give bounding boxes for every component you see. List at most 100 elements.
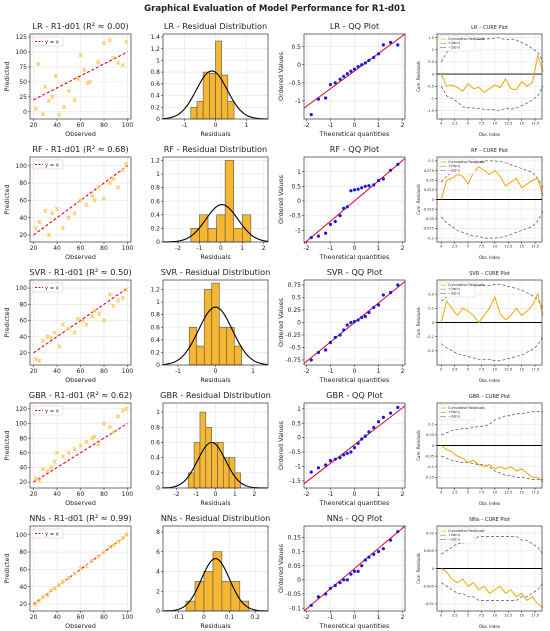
x-tick-label: 0 xyxy=(440,491,443,495)
qq-point xyxy=(376,549,381,554)
scatter-point xyxy=(57,582,62,588)
y-axis-label: Ordered Values xyxy=(277,543,285,593)
histogram-bar xyxy=(190,106,198,120)
histogram-bar xyxy=(203,289,213,366)
y-tick-label: 0 xyxy=(297,435,301,442)
scatter-point xyxy=(84,202,89,207)
y-axis-label: Predicted xyxy=(3,185,11,215)
y-axis-label: Predicted xyxy=(3,62,11,92)
y-tick-label: 20 xyxy=(19,601,27,608)
scatter-point xyxy=(57,344,62,349)
scatter-point xyxy=(72,97,77,102)
x-axis-label: Observed xyxy=(65,253,96,261)
qq-point xyxy=(309,236,313,240)
y-tick-label: 1.5 xyxy=(428,36,434,40)
legend: Cumulative Residuals+2σ(n)−2σ(n) xyxy=(438,404,485,421)
qq-point xyxy=(367,430,371,434)
svr-histogram-panel: -1 0 1 0 0.2 0.4 0.6 0.8 1 1.2 SVR - Residual Dist… xyxy=(137,262,274,385)
y-tick-label: -0.5 xyxy=(289,449,301,456)
y-tick-label: 0 xyxy=(23,109,27,116)
qq-point xyxy=(372,552,376,556)
scatter-point xyxy=(85,80,90,86)
y-tick-label: 40 xyxy=(19,584,27,591)
x-tick-label: 2 xyxy=(401,122,405,129)
scatter-chart: y = x 20 40 60 80 100 20 40 60 80 100 RF - R1-d01 (… xyxy=(3,144,134,261)
x-axis-label: Observed xyxy=(65,499,96,507)
x-tick-label: 7.5 xyxy=(479,491,485,495)
qq-point xyxy=(324,348,328,352)
scatter-point xyxy=(120,63,125,68)
x-tick-label: 17.5 xyxy=(531,368,539,372)
y-tick-label: -0.01 xyxy=(425,602,434,606)
y-tick-label: 20 xyxy=(19,232,27,239)
histogram-chart: -1 0 1 0 0.2 0.4 0.6 0.8 1 1.2 SVR - Residual Dist… xyxy=(150,267,270,384)
qq-point xyxy=(388,411,393,415)
histogram-bar xyxy=(205,426,212,489)
x-tick-label: 20 xyxy=(30,614,38,621)
y-tick-label: 0.4 xyxy=(150,337,160,344)
y-tick-label: 0 xyxy=(156,239,160,246)
y-tick-label: 8 xyxy=(156,529,160,536)
qq-point xyxy=(372,55,376,60)
legend: y = x xyxy=(32,282,64,293)
qq-point xyxy=(363,314,367,319)
scatter-point xyxy=(120,408,125,413)
line-chart: Cumulative Residuals+2σ(n)−2σ(n) 0 2.5 5 7.5… xyxy=(416,271,544,383)
x-tick-label: 1 xyxy=(233,491,237,498)
y-tick-label: 0.05 xyxy=(426,433,434,437)
y-tick-label: 0.005 xyxy=(424,549,434,553)
scatter-point xyxy=(78,52,83,58)
qq-point xyxy=(338,77,342,81)
scatter-point xyxy=(37,358,42,364)
chart-title: GBR - R1-d01 (R² ≈ 0.62) xyxy=(29,390,133,400)
scatter-point xyxy=(115,185,121,190)
rf-scatter-panel: y = x 20 40 60 80 100 20 40 60 80 100 RF - R1-d01 (… xyxy=(0,139,137,262)
y-tick-label: 125 xyxy=(16,34,28,41)
x-tick-label: 12.5 xyxy=(504,122,512,126)
qq-point xyxy=(345,72,349,76)
normal-curve xyxy=(162,204,269,243)
x-tick-label: 2 xyxy=(401,491,405,498)
scatter-point xyxy=(66,450,71,455)
y-axis-label: Ordered Values xyxy=(277,420,285,470)
y-tick-label: 0.8 xyxy=(150,424,160,431)
x-tick-label: 17.5 xyxy=(531,614,539,618)
scatter-point xyxy=(60,454,66,459)
y-tick-label: -1 xyxy=(295,227,301,234)
scatter-point xyxy=(111,303,116,309)
y-tick-label: -0.2 xyxy=(427,349,434,353)
y-tick-label: 0.2 xyxy=(150,104,160,111)
x-tick-label: 100 xyxy=(122,245,134,252)
x-tick-label: 40 xyxy=(53,491,61,498)
chart-title: LR – CURE Plot xyxy=(471,25,508,31)
scatter-chart: y = x 20 40 60 80 100 0 25 50 75 100 125 LR - R1-d01… xyxy=(3,21,133,138)
histogram-chart: -1 0 1 0 0.2 0.4 0.6 0.8 1 1.2 1.4 LR - Residual Di… xyxy=(150,21,269,138)
scatter-point xyxy=(115,60,121,65)
line-chart: Cumulative Residuals+2σ(n)−2σ(n) 0 2.5 5 7.5… xyxy=(416,148,544,260)
x-tick-label: 10 xyxy=(493,614,498,618)
histogram-bar xyxy=(217,442,224,489)
y-tick-label: 75 xyxy=(19,64,27,71)
scatter-point xyxy=(60,322,66,327)
scatter-point xyxy=(76,316,81,321)
legend-label: −2σ(n) xyxy=(448,168,461,172)
y-tick-label: 0.8 xyxy=(150,185,160,192)
x-tick-label: 1 xyxy=(377,122,381,129)
qq-point xyxy=(309,113,313,117)
y-tick-label: 40 xyxy=(19,334,27,341)
y-tick-label: 0 xyxy=(156,608,160,615)
qq-point xyxy=(381,43,385,47)
legend: Cumulative Residuals+2σ(n)−2σ(n) xyxy=(438,158,485,175)
qq-point xyxy=(324,463,328,467)
y-tick-label: -1.5 xyxy=(289,478,301,485)
legend: Cumulative Residuals+2σ(n)−2σ(n) xyxy=(438,35,485,52)
nns-histogram-panel: -0.1 0 0.1 0.2 0 2 4 6 8 NNs - Residual Distribut… xyxy=(137,508,274,631)
y-tick-label: 1 xyxy=(156,57,160,64)
y-tick-label: 20 xyxy=(19,479,27,486)
reference-line xyxy=(303,158,406,244)
x-tick-label: 1 xyxy=(377,368,381,375)
upper-bound-line xyxy=(440,37,544,63)
histogram-bar xyxy=(241,214,252,243)
scatter-point xyxy=(45,469,50,474)
scatter-point xyxy=(81,67,87,73)
